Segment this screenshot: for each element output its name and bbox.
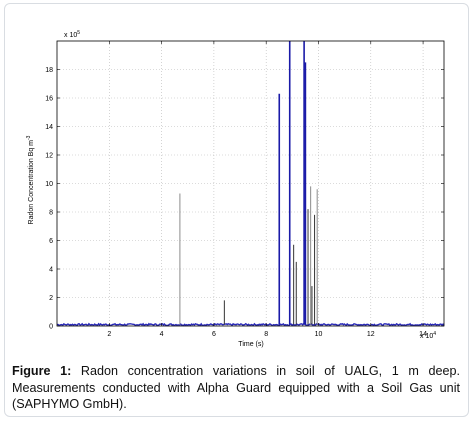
x-tick-label: 14 [419,331,427,338]
figure-caption: Figure 1: Radon concentration variations… [12,363,460,413]
y-axis-label: Radon Concentration Bq m-3 [26,135,35,224]
x-axis-label: Time (s) [238,341,263,348]
x-tick-label: 12 [367,331,375,338]
radon-series [56,41,445,327]
y-exponent-label: x 105 [64,30,80,39]
y-tick-label: 10 [45,181,53,188]
y-tick-label: 6 [49,238,53,245]
y-tick-label: 14 [45,124,53,131]
axes-box [56,40,445,327]
radon-baseline [56,322,445,327]
axis-ticks: 2 4 6 8 10 12 14 0 2 4 6 8 10 12 14 16 18 [45,41,444,338]
y-tick-label: 12 [45,153,53,160]
y-tick-label: 0 [49,324,53,331]
caption-label: Figure 1: [12,364,72,378]
y-tick-label: 4 [49,267,53,274]
y-tick-label: 18 [45,67,53,74]
x-tick-label: 8 [264,331,268,338]
x-tick-label: 10 [315,331,323,338]
x-tick-label: 4 [160,331,164,338]
y-tick-label: 16 [45,96,53,103]
y-tick-label: 2 [49,295,53,302]
x-tick-label: 6 [212,331,216,338]
x-tick-label: 2 [107,331,111,338]
figure-frame [4,3,469,417]
grid-lines [57,41,444,326]
x-exponent-label: x 104 [420,331,436,340]
radon-chart: 2 4 6 8 10 12 14 0 2 4 6 8 10 12 14 16 18 x 105 x 104 Ti… [26,30,445,348]
caption-text: Radon concentration variations in soil o… [12,364,460,411]
y-tick-label: 8 [49,210,53,217]
